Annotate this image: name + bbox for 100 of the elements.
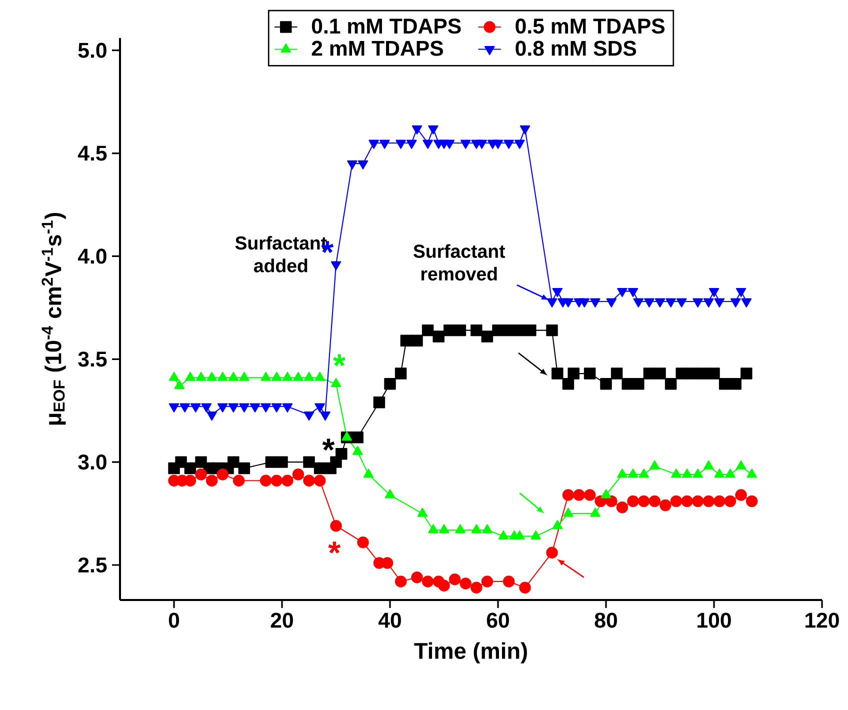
point (384, 378, 396, 390)
point (470, 582, 482, 594)
point (444, 140, 455, 149)
point (708, 288, 720, 298)
point (394, 368, 407, 380)
point (643, 368, 656, 380)
point (617, 468, 628, 478)
point (428, 524, 438, 534)
point (692, 495, 704, 508)
point (411, 334, 423, 346)
point (686, 368, 698, 380)
point (736, 460, 746, 470)
point (736, 288, 746, 298)
point (448, 574, 461, 586)
point (616, 501, 628, 514)
point (184, 462, 196, 474)
point (644, 298, 654, 308)
point (330, 520, 342, 532)
point (676, 368, 688, 380)
point (579, 298, 590, 308)
point (633, 298, 644, 308)
point (228, 456, 240, 468)
point (492, 140, 504, 149)
point (330, 261, 342, 270)
point (546, 298, 558, 308)
point (520, 125, 530, 134)
point (504, 140, 514, 149)
point (217, 403, 228, 412)
point (428, 125, 438, 134)
point (530, 530, 541, 540)
point (617, 288, 628, 298)
point (735, 489, 747, 501)
point (314, 403, 325, 412)
point (471, 524, 482, 534)
point (358, 160, 368, 170)
point (714, 298, 725, 308)
point (476, 140, 487, 149)
point (320, 412, 330, 421)
point (628, 468, 638, 478)
annotation: * (333, 354, 346, 366)
point (444, 324, 456, 336)
point (654, 298, 666, 308)
point (606, 495, 618, 508)
point (708, 368, 720, 380)
x-axis-title: Time (min) (414, 642, 527, 664)
point (741, 298, 752, 308)
point (573, 489, 585, 501)
point (703, 460, 714, 470)
point (482, 524, 492, 534)
point (600, 489, 612, 498)
point (373, 396, 386, 408)
annotation: * (322, 438, 335, 451)
point (584, 368, 596, 380)
point (228, 403, 239, 412)
point (195, 468, 207, 480)
point (250, 403, 260, 412)
point (670, 495, 682, 508)
point (606, 298, 617, 308)
point (460, 140, 471, 149)
point (368, 140, 379, 149)
point (584, 489, 596, 501)
point (562, 489, 574, 501)
point (514, 324, 526, 336)
point (552, 520, 563, 530)
point (455, 524, 466, 534)
point (666, 298, 676, 308)
point (292, 468, 304, 480)
legend-label: 0.5 mM TDAPS (516, 18, 665, 34)
point (352, 431, 364, 444)
point (438, 524, 450, 534)
point (384, 489, 396, 498)
point (552, 288, 563, 298)
point (396, 140, 406, 149)
point (470, 324, 482, 336)
point (664, 378, 677, 390)
point (412, 125, 422, 134)
point (314, 474, 326, 486)
annotation: Surfactant removed (414, 244, 506, 281)
legend-label: 0.8 mM SDS (516, 40, 636, 56)
point (347, 160, 358, 170)
point (276, 456, 288, 468)
x-tick-label: 0 (168, 612, 180, 628)
point (303, 474, 315, 486)
point (422, 140, 433, 149)
y-tick-label: 2.5 (78, 557, 107, 573)
point (406, 140, 417, 149)
point (417, 508, 428, 517)
point (492, 324, 504, 336)
point (697, 368, 710, 380)
point (460, 578, 472, 590)
point (627, 495, 639, 508)
point (638, 495, 650, 508)
point (265, 456, 278, 468)
point (649, 460, 660, 470)
point (681, 495, 693, 508)
x-tick-label: 100 (698, 612, 731, 628)
x-tick-label: 60 (486, 612, 509, 628)
x-tick-label: 20 (270, 612, 293, 628)
point (703, 298, 714, 308)
point (400, 334, 412, 346)
